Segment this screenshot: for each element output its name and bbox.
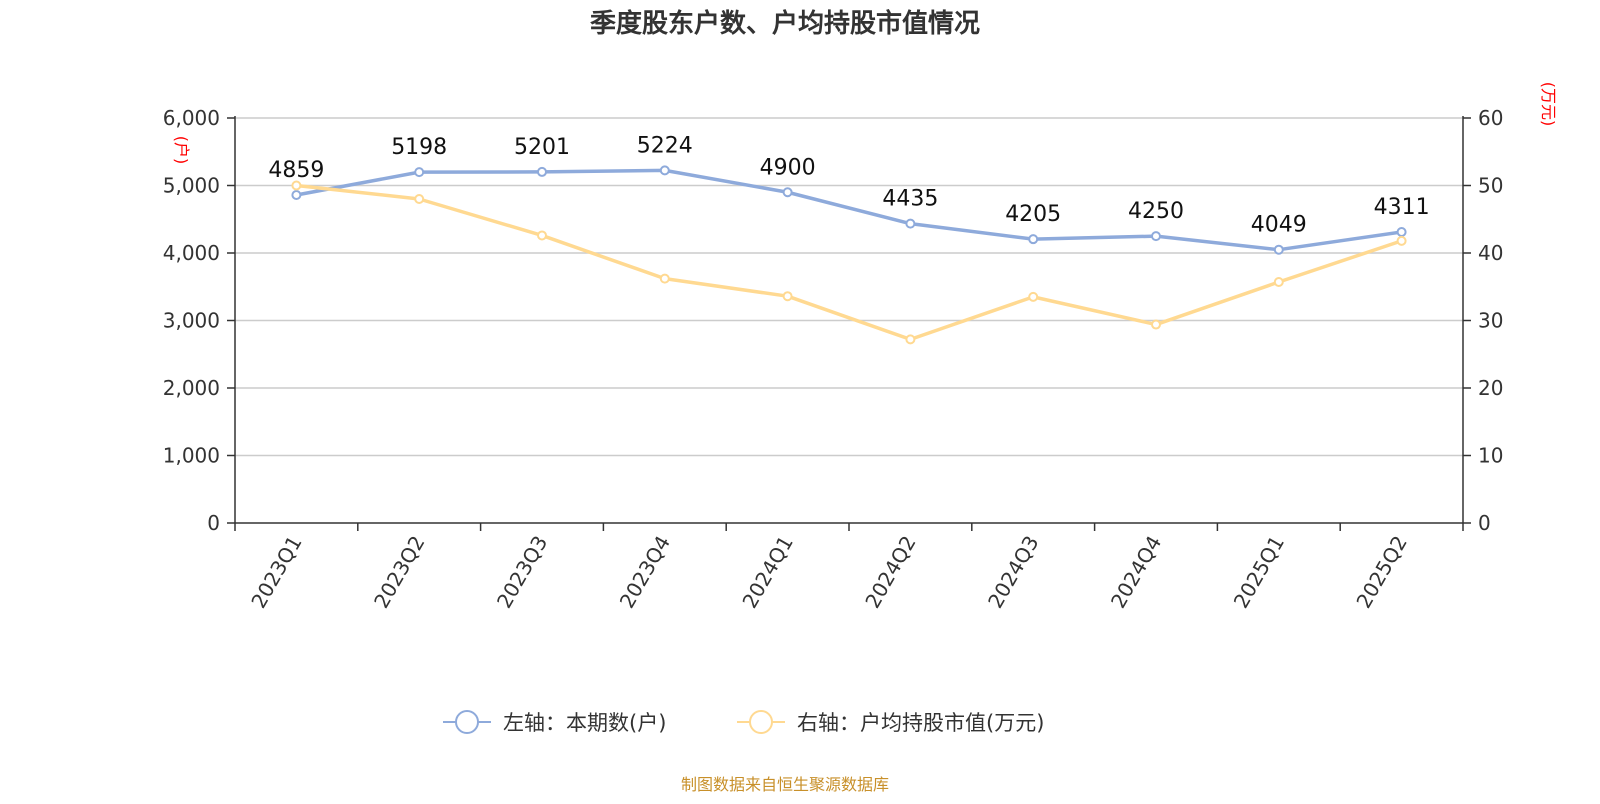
x-axis-tick-label: 2023Q3: [492, 532, 552, 613]
data-point: [414, 167, 425, 178]
x-axis-tick-label: 2023Q2: [369, 532, 429, 613]
grid-lines: [235, 117, 1463, 457]
right-axis-tick-label: 20: [1478, 376, 1503, 400]
data-point: [659, 273, 670, 284]
data-point: [782, 291, 793, 302]
axes: 0 1,000 2,000 3,000 4,000 5,000 6,000 0 10 20 30 40…: [163, 82, 1558, 612]
x-axis-tick-label: 2024Q4: [1106, 532, 1166, 613]
data-label: 4049: [1251, 213, 1307, 238]
data-point: [1028, 234, 1039, 245]
x-axis-tick-label: 2024Q3: [983, 532, 1043, 613]
x-axis-tick-label: 2024Q2: [860, 532, 920, 613]
data-label: 4311: [1374, 195, 1430, 220]
left-axis-tick-label: 3,000: [163, 309, 220, 333]
x-axis-tick-label: 2023Q1: [246, 532, 306, 613]
legend-symbol-marker: [749, 710, 773, 734]
data-label: 4900: [760, 155, 816, 180]
chart-title: 季度股东户数、户均持股市值情况: [590, 8, 980, 39]
data-point: [1151, 231, 1161, 242]
x-axis-tick-label: 2025Q1: [1229, 532, 1289, 613]
right-axis-tick-label: 60: [1478, 106, 1503, 130]
left-axis-tick-label: 6,000: [163, 106, 220, 130]
data-point: [414, 194, 425, 204]
left-axis-tick-label: 0: [207, 511, 220, 535]
right-axis-tick-label: 30: [1478, 309, 1503, 333]
legend-label: 左轴：本期数(户): [503, 711, 666, 735]
left-axis-unit: (户): [172, 136, 191, 165]
right-axis-tick-label: 50: [1478, 174, 1503, 198]
data-point: [1028, 291, 1039, 302]
legend-symbol-marker: [455, 710, 479, 734]
data-point: [291, 180, 302, 191]
data-label: 5198: [391, 135, 447, 160]
data-point: [1273, 244, 1284, 255]
data-label: 4250: [1128, 199, 1184, 224]
legend[interactable]: 左轴：本期数(户) 右轴：户均持股市值(万元): [443, 710, 1044, 735]
data-point: [291, 190, 302, 201]
series-layer: [291, 165, 1407, 345]
right-axis-tick-label: 10: [1478, 444, 1503, 468]
data-labels: 4859 5198 5201 5224 4900 4435 4205 4250 4049 4311: [268, 133, 1429, 237]
legend-label: 右轴：户均持股市值(万元): [797, 711, 1044, 735]
data-point: [537, 230, 547, 241]
data-point: [1151, 319, 1161, 330]
data-point: [905, 334, 916, 345]
data-point: [1396, 235, 1407, 246]
x-axis-tick-label: 2023Q4: [615, 532, 675, 613]
data-label: 4859: [268, 158, 324, 183]
series-line: [296, 168, 1402, 252]
x-axis-tick-label: 2025Q2: [1351, 532, 1411, 613]
data-point: [537, 166, 547, 177]
data-point: [1396, 227, 1407, 238]
right-axis-tick-label: 40: [1478, 241, 1503, 265]
data-label: 5201: [514, 135, 570, 160]
data-point: [905, 218, 916, 229]
right-axis-tick-label: 0: [1478, 511, 1491, 535]
x-axis-tick-label: 2024Q1: [737, 532, 797, 613]
left-axis-tick-label: 2,000: [163, 376, 220, 400]
data-label: 4205: [1005, 202, 1061, 227]
data-point: [1273, 277, 1284, 288]
left-axis-tick-label: 4,000: [163, 241, 220, 265]
left-axis-tick-label: 5,000: [163, 174, 220, 198]
data-point: [659, 165, 670, 176]
data-label: 4435: [882, 187, 938, 212]
left-axis-tick-label: 1,000: [163, 444, 220, 468]
series-line: [296, 183, 1403, 342]
right-axis-unit: (万元): [1539, 82, 1558, 127]
source-note: 制图数据来自恒生聚源数据库: [681, 775, 889, 794]
data-label: 5224: [637, 133, 693, 158]
data-point: [782, 187, 793, 198]
